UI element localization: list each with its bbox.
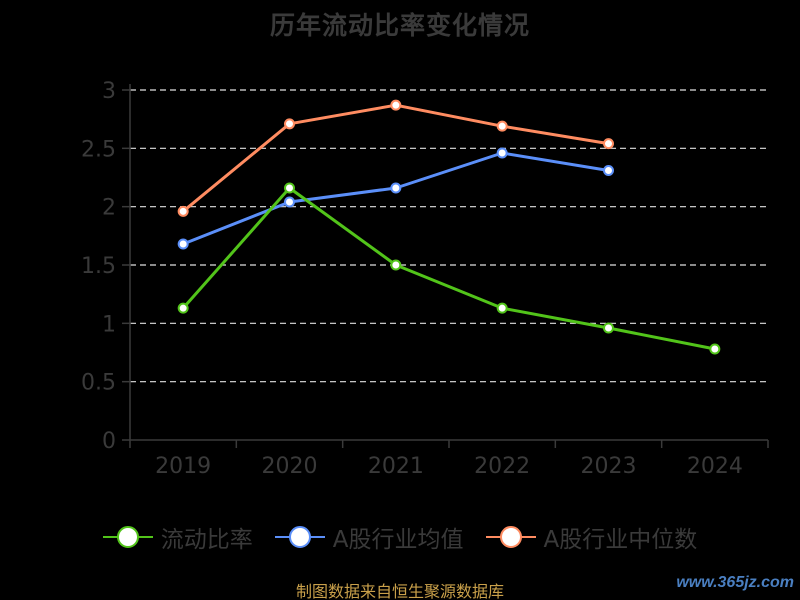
data-source-note: 制图数据来自恒生聚源数据库 <box>295 582 504 600</box>
series-point-1 <box>603 165 614 176</box>
series-point-2 <box>177 205 189 217</box>
legend-marker <box>499 526 522 548</box>
legend-swatch <box>102 526 153 548</box>
y-tick-label: 1 <box>102 312 116 337</box>
series-point-1 <box>284 196 295 208</box>
series-line-1 <box>182 151 609 246</box>
x-tick-label: 2022 <box>474 454 530 479</box>
legend-item-0[interactable]: 流动比率 <box>102 520 253 554</box>
y-tick-label: 0 <box>102 429 116 454</box>
series-point-2 <box>284 118 295 130</box>
series-point-2 <box>603 138 614 150</box>
legend-marker <box>116 526 139 548</box>
legend-label: 流动比率 <box>160 527 253 553</box>
chart-legend: 流动比率 A股行业均值 A股行业中位数 <box>0 520 800 554</box>
y-tick-label: 3 <box>102 79 116 104</box>
site-watermark: www.365jz.com <box>676 574 794 591</box>
y-tick-label: 1.5 <box>81 254 116 279</box>
series-point-2 <box>496 120 508 132</box>
series-point-2 <box>390 99 402 111</box>
series-line-2 <box>182 103 609 213</box>
chart-title: 历年流动比率变化情况 <box>269 11 530 40</box>
y-tick-label: 2 <box>102 196 116 221</box>
series-point-0 <box>284 182 295 194</box>
legend-label: A股行业中位数 <box>543 527 698 553</box>
legend-item-1[interactable]: A股行业均值 <box>274 520 464 554</box>
legend-swatch <box>274 526 325 548</box>
legend-swatch <box>485 526 536 548</box>
x-tick-label: 2024 <box>687 454 743 479</box>
x-tick-label: 2023 <box>581 454 637 479</box>
series-point-0 <box>496 302 508 314</box>
legend-label: A股行业均值 <box>332 527 464 553</box>
series-point-0 <box>603 322 614 334</box>
series-line-0 <box>182 186 716 351</box>
x-tick-label: 2019 <box>155 454 211 479</box>
series-point-1 <box>496 147 508 159</box>
x-tick-label: 2020 <box>262 454 318 479</box>
series-point-0 <box>709 343 721 355</box>
series-point-1 <box>177 238 189 250</box>
y-tick-label: 0.5 <box>81 371 116 396</box>
series-point-1 <box>390 182 402 194</box>
y-tick-label: 2.5 <box>81 137 116 162</box>
legend-marker <box>288 526 311 548</box>
series-point-0 <box>177 302 189 314</box>
legend-item-2[interactable]: A股行业中位数 <box>485 520 698 554</box>
x-tick-label: 2021 <box>368 454 424 479</box>
series-point-0 <box>390 259 402 271</box>
